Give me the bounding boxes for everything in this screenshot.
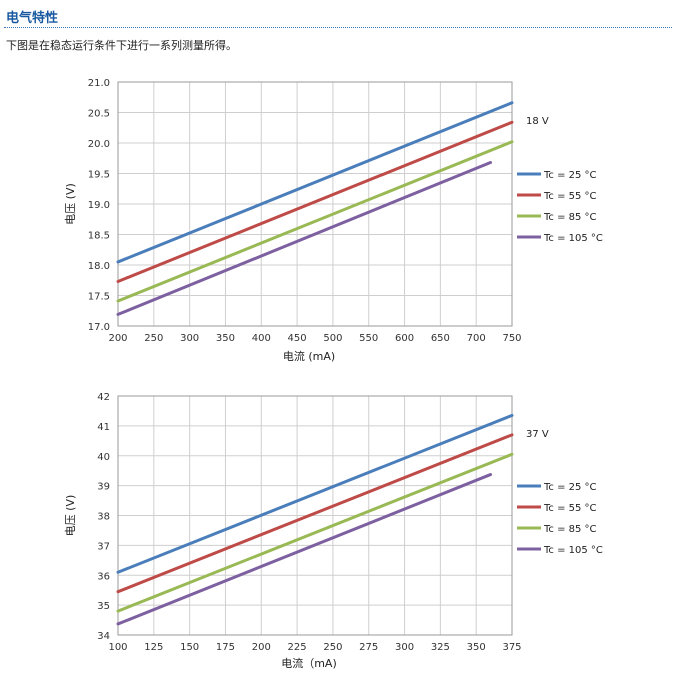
y-axis-label: 电压 (V) — [64, 495, 77, 537]
y-tick-label: 36 — [97, 571, 110, 582]
x-tick-label: 200 — [108, 333, 127, 344]
y-tick-label: 19.0 — [88, 200, 110, 211]
y-tick-label: 19.5 — [88, 170, 110, 181]
x-tick-label: 550 — [359, 333, 378, 344]
x-tick-label: 300 — [180, 333, 199, 344]
y-tick-label: 17.5 — [88, 292, 110, 303]
x-axis-label: 电流（mA) — [281, 656, 337, 670]
plot-area — [117, 81, 513, 327]
y-tick-label: 38 — [97, 512, 110, 523]
legend-label: Tc = 25 °C — [543, 170, 597, 181]
x-axis-label: 电流 (mA) — [283, 349, 335, 363]
y-tick-label: 39 — [97, 482, 110, 493]
x-tick-label: 750 — [502, 333, 521, 344]
title-divider — [4, 27, 672, 28]
y-tick-label: 34 — [97, 631, 110, 642]
x-tick-label: 275 — [359, 642, 378, 653]
x-tick-label: 400 — [252, 333, 271, 344]
x-tick-label: 125 — [144, 642, 163, 653]
legend-label: Tc = 85 °C — [543, 524, 597, 535]
legend-label: Tc = 25 °C — [543, 482, 597, 493]
voltage-annotation: 37 V — [526, 429, 549, 440]
plot-area — [117, 395, 513, 636]
y-tick-label: 37 — [97, 541, 110, 552]
section-title: 电气特性 — [6, 11, 59, 26]
y-tick-label: 17.0 — [88, 322, 110, 333]
intro-text: 下图是在稳态运行条件下进行一系列测量所得。 — [6, 39, 237, 52]
x-tick-label: 375 — [502, 642, 521, 653]
series-line-3 — [116, 140, 514, 303]
x-tick-label: 600 — [395, 333, 414, 344]
x-tick-label: 200 — [252, 642, 271, 653]
voltage-annotation: 18 V — [526, 116, 549, 127]
series-line-2 — [116, 120, 514, 283]
y-tick-label: 40 — [97, 452, 110, 463]
series-line-1 — [116, 413, 514, 574]
y-tick-label: 20.5 — [88, 109, 110, 120]
chart-18v: 200 250 300 350 400 450 500 550 600 650 700 750 17.0… — [64, 78, 603, 363]
legend-label: Tc = 55 °C — [543, 191, 597, 202]
x-tick-label: 325 — [431, 642, 450, 653]
x-tick-label: 500 — [323, 333, 342, 344]
y-axis-label: 电压 (V) — [64, 183, 77, 225]
y-tick-label: 18.0 — [88, 261, 110, 272]
x-tick-label: 150 — [180, 642, 199, 653]
y-tick-label: 18.5 — [88, 231, 110, 242]
chart-37v: 100 125 150 175 200 225 250 275 300 325 350 375 34 35… — [64, 392, 603, 670]
x-tick-label: 350 — [467, 642, 486, 653]
y-tick-label: 21.0 — [88, 78, 110, 89]
x-tick-label: 450 — [288, 333, 307, 344]
y-tick-label: 42 — [97, 392, 110, 403]
x-tick-label: 700 — [467, 333, 486, 344]
x-tick-label: 225 — [288, 642, 307, 653]
legend-label: Tc = 105 °C — [543, 545, 603, 556]
legend-label: Tc = 105 °C — [543, 233, 603, 244]
x-tick-label: 250 — [144, 333, 163, 344]
x-tick-label: 250 — [323, 642, 342, 653]
legend-label: Tc = 55 °C — [543, 503, 597, 514]
x-tick-label: 350 — [216, 333, 235, 344]
series-line-2 — [116, 433, 514, 594]
y-tick-label: 20.0 — [88, 139, 110, 150]
x-tick-label: 300 — [395, 642, 414, 653]
y-tick-label: 35 — [97, 601, 110, 612]
series-line-1 — [116, 101, 514, 264]
series-line-4 — [116, 161, 493, 316]
y-tick-label: 41 — [97, 422, 110, 433]
x-tick-label: 100 — [108, 642, 127, 653]
series-line-3 — [116, 452, 514, 613]
legend-label: Tc = 85 °C — [543, 212, 597, 223]
series-line-4 — [116, 473, 493, 626]
x-tick-label: 175 — [216, 642, 235, 653]
x-tick-label: 650 — [431, 333, 450, 344]
